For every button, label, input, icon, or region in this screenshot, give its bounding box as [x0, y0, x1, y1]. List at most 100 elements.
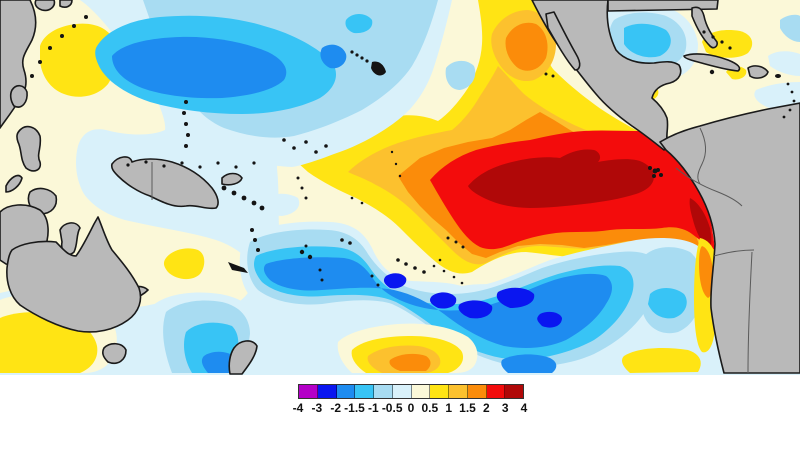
land-south-america: [659, 102, 800, 374]
society-islands: [413, 266, 417, 270]
revillagigedo-islands: [544, 72, 548, 76]
samoa: [340, 238, 344, 242]
marshall-islands: [292, 146, 296, 150]
legend-tick-label: 1: [445, 401, 452, 415]
legend-tick-label: 0.5: [421, 401, 439, 415]
ryukyu-islands: [84, 15, 88, 19]
society-islands: [396, 258, 400, 262]
land-japan-east: [59, 0, 73, 8]
puerto-rico: [775, 74, 781, 78]
royal-pocket-5: [537, 311, 562, 328]
dodger-bottom-edge: [501, 354, 557, 373]
legend-tick-label: -3: [311, 401, 323, 415]
light-atlantic-corner: [780, 14, 800, 42]
darkred-coastal-peru: [689, 198, 712, 249]
dodger-south-pacific: [263, 257, 612, 348]
hawaii-big-island: [371, 61, 386, 76]
legend-tick-label: 0: [407, 401, 415, 415]
legend-swatch: [299, 385, 318, 398]
hawaiian-islands: [360, 56, 364, 60]
cook-islands: [370, 274, 374, 278]
land-taiwan: [9, 84, 28, 108]
caroline-islands: [126, 163, 130, 167]
ryukyu-islands: [48, 46, 52, 50]
border-peru-bolivia: [713, 249, 755, 257]
jamaica: [709, 69, 715, 75]
caroline-islands: [144, 160, 148, 164]
mariana-islands: [182, 111, 186, 115]
legend-swatch: [486, 385, 506, 398]
lesser-antilles: [786, 82, 790, 86]
hawaiian-islands: [365, 59, 369, 63]
tonga: [320, 278, 324, 282]
solomon-islands: [221, 185, 227, 191]
island-chains: [30, 15, 796, 287]
ryukyu-islands: [38, 60, 42, 64]
legend-tick-label: 3: [501, 401, 509, 415]
land-new-zealand: [228, 340, 258, 375]
legend-swatch: [430, 385, 449, 398]
marquesas-islands: [454, 240, 458, 244]
sky-chile-core: [648, 288, 687, 319]
mariana-islands: [184, 144, 188, 148]
legend-tick-label: 1.5: [459, 401, 476, 415]
pale-atlantic-east: [768, 51, 800, 76]
land-hispaniola: [747, 65, 769, 79]
landmasses: [0, 0, 800, 375]
secondary-warm-features: [337, 238, 719, 373]
ryukyu-islands: [60, 34, 64, 38]
legend-swatch: [467, 385, 487, 398]
line-islands: [390, 150, 394, 154]
caroline-islands: [234, 165, 238, 169]
solomon-islands: [241, 195, 247, 201]
bahamas: [702, 30, 706, 34]
orange-bottom-center: [389, 353, 431, 371]
land-baja-california: [545, 11, 581, 71]
border-chile-argentina: [747, 251, 753, 374]
galapagos-islands: [648, 166, 652, 170]
revillagigedo-islands: [551, 74, 555, 78]
legend-swatch: [392, 385, 412, 398]
legend-swatch: [317, 385, 337, 398]
fiji: [304, 244, 308, 248]
marshall-islands: [324, 144, 328, 148]
bahamas: [720, 40, 724, 44]
legend-swatch: [449, 385, 468, 398]
land-australia: [6, 216, 142, 333]
pacific-sst-anomaly-map: [0, 0, 800, 375]
tuamotu-islands: [452, 275, 456, 279]
line-islands: [398, 174, 402, 178]
dodger-tasman-bottom: [201, 351, 237, 373]
map-canvas: [0, 0, 800, 375]
color-scale-ticks: -4 -3 -2 -1.5 -1 -0.5 0 0.5 1 1.5 2 3 4: [293, 401, 528, 418]
caroline-islands: [180, 161, 184, 165]
marshall-islands: [314, 150, 318, 154]
new-caledonia: [228, 262, 248, 273]
mariana-islands: [184, 100, 188, 104]
legend-swatch: [374, 385, 393, 398]
solomon-islands: [231, 190, 237, 196]
cold-band-minus2: [112, 36, 612, 373]
legend-tick-label: 2: [482, 401, 490, 415]
land-florida: [691, 6, 718, 49]
marshall-islands: [304, 140, 308, 144]
marshall-islands: [282, 138, 286, 142]
caroline-islands: [252, 161, 256, 165]
society-islands: [422, 270, 426, 274]
fiji: [307, 254, 313, 260]
dodger-north-core: [112, 36, 287, 99]
phoenix-islands: [360, 201, 364, 205]
lesser-antilles: [792, 99, 796, 103]
color-scale-bar: [298, 384, 524, 399]
galapagos-islands: [659, 173, 663, 177]
darkred-core: [468, 149, 654, 208]
pale-fiji-basin: [263, 193, 300, 216]
legend-tick-label: -4: [292, 401, 304, 415]
caroline-islands: [162, 164, 166, 168]
tuamotu-islands: [442, 269, 446, 273]
vanuatu: [250, 228, 254, 232]
vanuatu: [256, 248, 260, 252]
society-islands: [404, 262, 408, 266]
gilbert-islands: [304, 196, 308, 200]
marquesas-islands: [446, 236, 450, 240]
